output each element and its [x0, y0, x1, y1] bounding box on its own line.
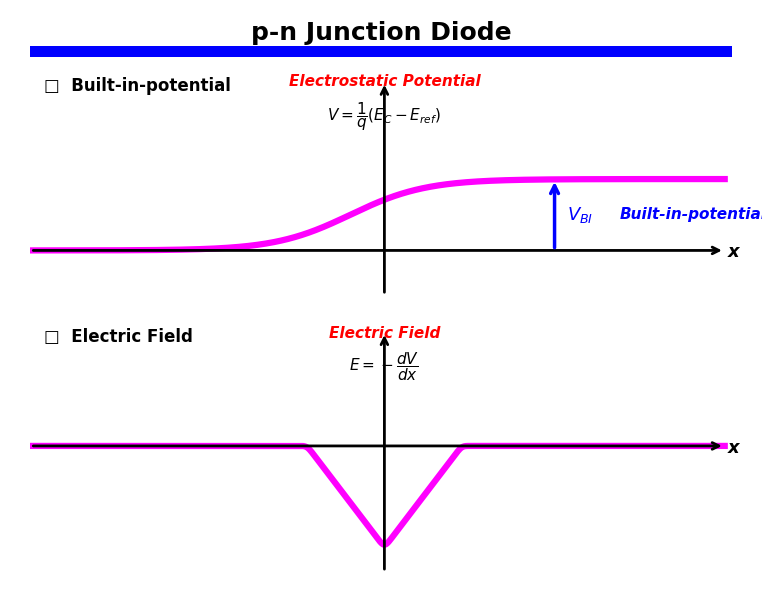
Text: p-n Junction Diode: p-n Junction Diode: [251, 21, 511, 45]
Text: Electric Field: Electric Field: [328, 326, 440, 341]
Text: x: x: [728, 439, 740, 457]
Text: $V = \dfrac{1}{q}(E_C - E_{ref})$: $V = \dfrac{1}{q}(E_C - E_{ref})$: [327, 100, 441, 133]
Text: Built-in-potential: Built-in-potential: [620, 207, 762, 222]
Text: □  Electric Field: □ Electric Field: [44, 328, 193, 346]
Text: $E = -\dfrac{dV}{dx}$: $E = -\dfrac{dV}{dx}$: [349, 350, 419, 383]
Text: Electrostatic Potential: Electrostatic Potential: [289, 74, 480, 89]
Text: $V_{BI}$: $V_{BI}$: [567, 205, 593, 225]
Text: □  Built-in-potential: □ Built-in-potential: [44, 77, 231, 95]
Text: x: x: [728, 244, 740, 262]
